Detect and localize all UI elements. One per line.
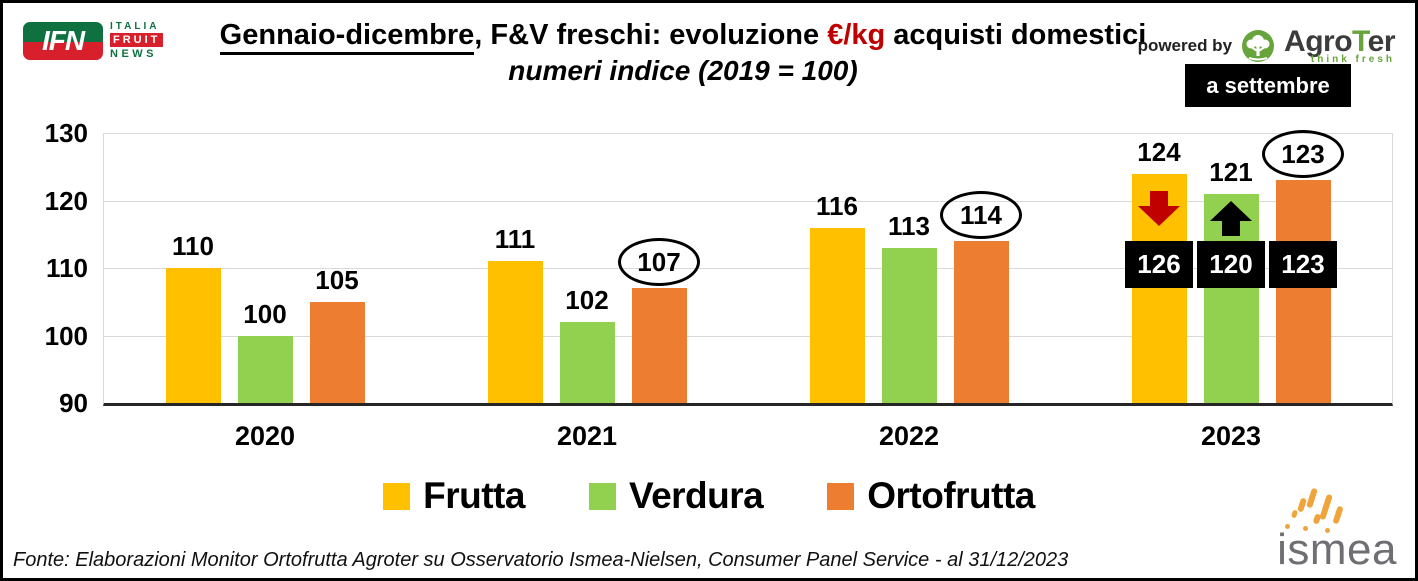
y-axis-tick-label: 90 [59, 388, 88, 418]
ismea-wordmark: ismea [1277, 525, 1397, 574]
bar-value-label: 100 [243, 298, 287, 329]
ismea-spark-icon [1312, 513, 1322, 525]
grid-line [104, 268, 1392, 269]
ifn-logo-icon: IFN [23, 21, 103, 60]
ifn-logo-red-half [23, 42, 103, 60]
bar-value-label: 121 [1209, 156, 1253, 187]
ortofrutta-swatch-icon [827, 482, 855, 510]
bar-value-label-circled: 123 [1262, 130, 1344, 179]
trend-arrow-down-icon [1138, 190, 1180, 226]
ismea-logo: ismea [1251, 482, 1401, 572]
agroter-wordmark: AgroTer [1284, 25, 1395, 58]
legend-label-verdura: Verdura [628, 475, 764, 516]
grid-line [104, 335, 1392, 337]
bar-value-label: 105 [315, 264, 359, 295]
ifn-logo: IFN ITALIA FRUIT NEWS [23, 21, 164, 60]
title-mid: , F&V freschi: evoluzione [474, 19, 828, 51]
x-axis-tick-label: 2022 [878, 421, 940, 451]
ifn-logo-green-half [23, 21, 103, 43]
bar-frutta-2021 [487, 261, 543, 403]
bar-value-label: 111 [494, 224, 536, 255]
bar-verdura-2020 [237, 335, 293, 403]
bar-frutta-2022 [809, 227, 865, 403]
ismea-spark-icon [1296, 497, 1308, 513]
chart-legend: Frutta Verdura Ortofrutta [3, 475, 1415, 517]
bar-ortofrutta-2020 [309, 301, 365, 403]
source-note: Fonte: Elaborazioni Monitor Ortofrutta A… [13, 549, 1069, 571]
bar-value-label-circled: 114 [940, 191, 1022, 239]
bar-ortofrutta-2021 [631, 288, 687, 403]
legend-item-verdura: Verdura [588, 475, 764, 517]
ifn-fruit-label: FRUIT [110, 33, 164, 47]
bar-value-label: 102 [565, 285, 609, 315]
title-block: Gennaio-dicembre, F&V freschi: evoluzion… [218, 19, 1148, 87]
x-axis-tick-label: 2020 [234, 421, 296, 451]
grid-line [104, 200, 1392, 202]
y-axis-tick-label: 110 [46, 253, 88, 283]
september-value-badge: 120 [1197, 241, 1265, 288]
y-axis-tick-label: 100 [44, 320, 88, 351]
ismea-spark-icon [1306, 487, 1318, 509]
september-value-badge: 123 [1269, 241, 1337, 288]
x-axis-tick-label: 2023 [1200, 421, 1262, 451]
bar-ortofrutta-2023 [1275, 180, 1331, 403]
legend-label-frutta: Frutta [423, 475, 525, 516]
ismea-spark-icon [1290, 509, 1299, 519]
title-rest: acquisti domestici [885, 19, 1147, 51]
y-axis-tick-label: 120 [44, 185, 88, 216]
legend-label-ortofrutta: Ortofrutta [867, 475, 1035, 516]
title-price-unit: €/kg [827, 19, 886, 51]
agroter-tagline: think fresh [1310, 54, 1395, 65]
plot-area: 90 100 110 120 130 2020 110 100 105 2021 111 102 107… [45, 118, 1393, 451]
ismea-spark-icon [1332, 505, 1344, 525]
agroter-tree-icon [1242, 30, 1275, 62]
verdura-swatch-icon [588, 482, 616, 510]
chart-title: Gennaio-dicembre, F&V freschi: evoluzion… [218, 19, 1148, 55]
bar-verdura-2021 [559, 322, 615, 403]
agroter-logo: AgroTer think fresh [1284, 27, 1395, 65]
bar-value-label: 113 [888, 210, 930, 241]
legend-item-ortofrutta: Ortofrutta [827, 475, 1035, 517]
ifn-logo-text: ITALIA FRUIT NEWS [110, 21, 164, 60]
bar-value-label: 110 [172, 231, 214, 261]
ismea-spark-icon [1303, 526, 1308, 531]
ismea-spark-icon [1319, 493, 1333, 521]
frutta-swatch-icon [383, 482, 411, 510]
ifn-news-label: NEWS [110, 48, 157, 60]
bar-verdura-2022 [881, 247, 937, 403]
period-badge: a settembre [1185, 64, 1351, 107]
ismea-spark-icon [1285, 524, 1290, 529]
bar-value-label-circled: 107 [618, 238, 700, 287]
bar-ortofrutta-2022 [953, 241, 1009, 403]
powered-by-label: powered by [1137, 36, 1233, 55]
grid-line [104, 133, 1392, 134]
september-value-badge: 126 [1125, 241, 1193, 288]
bar-value-label: 124 [1137, 136, 1181, 167]
legend-item-frutta: Frutta [383, 475, 525, 517]
ifn-monogram: IFN [41, 24, 85, 56]
title-period: Gennaio-dicembre [219, 19, 475, 55]
bar-frutta-2020 [165, 268, 221, 403]
bar-value-label: 116 [816, 190, 858, 221]
powered-by-block: powered by AgroTer think fresh [1137, 27, 1396, 65]
y-axis-tick-label: 130 [44, 118, 88, 148]
ifn-italia-label: ITALIA [110, 21, 160, 32]
x-axis-tick-label: 2021 [556, 421, 618, 451]
trend-arrow-up-icon [1210, 200, 1252, 236]
chart-subtitle: numeri indice (2019 = 100) [508, 55, 858, 86]
ismea-spark-icon [1325, 528, 1330, 533]
